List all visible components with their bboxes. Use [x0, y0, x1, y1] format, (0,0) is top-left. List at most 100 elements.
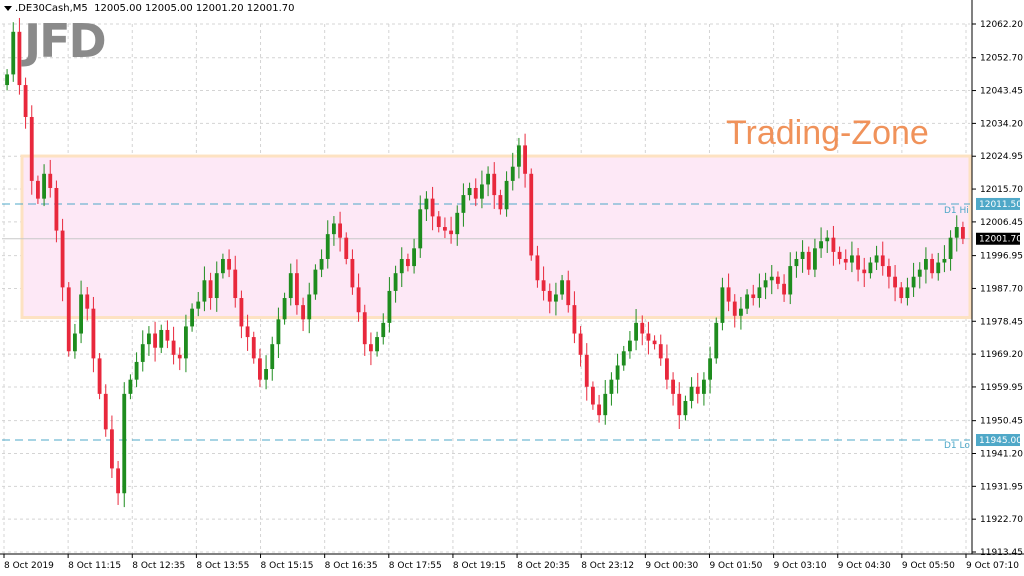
candle-body	[658, 344, 663, 359]
jfd-logo: JFD	[24, 14, 107, 68]
current-price-tag: 12001.70	[979, 235, 1022, 245]
candle-body	[239, 298, 244, 327]
candle-body	[825, 237, 830, 242]
candle-body	[578, 333, 583, 355]
candle-body	[251, 337, 256, 359]
candle-body	[640, 322, 645, 334]
x-tick-label: 9 Oct 05:50	[902, 561, 955, 571]
y-tick-label: 11950.45	[980, 417, 1023, 427]
candle-body	[177, 354, 182, 359]
candle-body	[942, 258, 947, 263]
candle-body	[887, 266, 891, 277]
candle-body	[91, 308, 96, 359]
dropdown-icon[interactable]	[4, 5, 12, 11]
candle-body	[295, 273, 299, 306]
candle-body	[782, 283, 786, 295]
candle-body	[535, 255, 540, 281]
y-tick-label: 12006.45	[980, 218, 1023, 228]
candle-body	[788, 266, 793, 295]
candle-body	[948, 237, 953, 259]
candle-body	[36, 180, 40, 199]
candle-body	[634, 322, 638, 341]
candle-body	[23, 85, 28, 117]
candle-body	[665, 358, 669, 380]
candle-body	[116, 468, 120, 494]
candle-body	[486, 173, 490, 185]
y-tick-label: 11941.20	[980, 449, 1023, 459]
candle-body	[301, 305, 305, 320]
candle-body	[66, 287, 71, 352]
x-tick-label: 8 Oct 17:55	[389, 561, 442, 571]
candle-body	[566, 280, 571, 306]
candle-body	[671, 379, 675, 394]
candle-body	[732, 301, 737, 316]
candle-body	[455, 212, 460, 235]
candle-body	[924, 258, 928, 270]
d1-lo-label: D1 Lo	[944, 441, 970, 451]
candle-body	[381, 322, 386, 338]
x-tick-label: 9 Oct 04:30	[838, 561, 891, 571]
y-tick-label: 11931.95	[980, 482, 1023, 492]
candle-body	[480, 184, 484, 199]
y-tick-label: 11996.95	[980, 252, 1023, 262]
candle-body	[837, 251, 842, 259]
candle-body	[103, 393, 108, 430]
d1-lo-price-tag: 11945.00	[979, 436, 1022, 446]
candle-body	[874, 255, 879, 263]
candle-body	[917, 269, 922, 277]
candle-body	[412, 248, 416, 267]
candle-body	[554, 294, 558, 302]
x-tick-label: 8 Oct 12:35	[132, 561, 185, 571]
candle-body	[233, 269, 238, 299]
candle-body	[529, 173, 534, 256]
candles	[5, 17, 965, 508]
candle-body	[776, 276, 780, 284]
candle-body	[560, 280, 564, 295]
candle-body	[436, 216, 441, 228]
candle-body	[813, 248, 817, 270]
candle-body	[128, 379, 133, 394]
candle-body	[954, 227, 959, 238]
candle-body	[708, 358, 712, 380]
candle-body	[375, 337, 379, 352]
x-tick-label: 9 Oct 00:30	[645, 561, 698, 571]
candle-body	[763, 280, 768, 288]
candle-body	[60, 230, 65, 288]
candle-body	[880, 255, 885, 267]
candle-body	[134, 361, 139, 380]
candle-body	[751, 294, 756, 299]
candle-body	[911, 276, 916, 288]
candle-body	[843, 258, 848, 263]
candle-body	[449, 230, 453, 235]
candle-body	[819, 241, 823, 249]
candle-body	[597, 404, 601, 416]
candle-body	[905, 287, 910, 299]
candle-body	[406, 258, 410, 267]
price-axis: 12062.20 12052.70 12043.45 12034.20 12024.95…	[972, 20, 1023, 558]
candle-body	[856, 255, 860, 270]
candle-body	[547, 290, 552, 302]
d1-lo-price-tag-bg	[976, 434, 1020, 447]
y-tick-label: 11913.45	[980, 548, 1023, 558]
x-tick-label: 9 Oct 03:10	[774, 561, 827, 571]
candle-body	[961, 227, 965, 239]
y-tick-label: 12052.70	[980, 54, 1023, 64]
candle-body	[48, 173, 53, 188]
candle-body	[739, 308, 743, 316]
trading-zone-label: Trading-Zone	[726, 114, 929, 152]
symbol-header[interactable]: .DE30Cash,M5 12005.00 12005.00 12001.20 …	[4, 3, 295, 14]
candle-body	[677, 393, 682, 416]
candle-body	[221, 258, 225, 274]
candle-body	[245, 326, 250, 338]
candle-body	[42, 173, 46, 199]
candle-body	[54, 187, 59, 231]
candle-body	[609, 379, 614, 394]
y-tick-label: 11987.70	[980, 284, 1023, 294]
candle-body	[362, 312, 367, 345]
candle-body	[424, 198, 429, 210]
y-tick-label: 12062.20	[980, 20, 1023, 30]
candle-body	[652, 340, 657, 345]
candle-body	[214, 273, 219, 299]
x-tick-label: 8 Oct 13:55	[196, 561, 249, 571]
